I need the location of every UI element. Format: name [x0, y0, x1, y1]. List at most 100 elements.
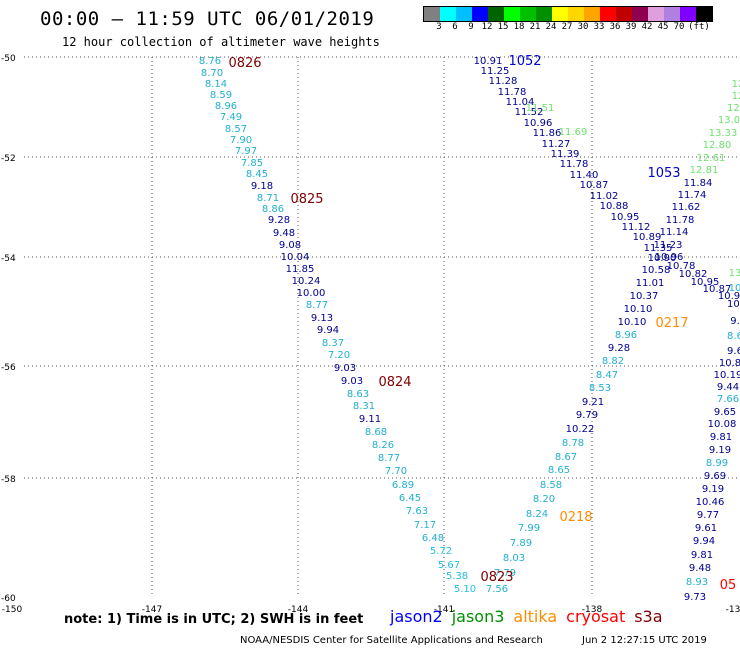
wave-height-label: 13.0 — [718, 115, 740, 126]
color-scale-label: 21 — [529, 22, 541, 32]
wave-height-label: 8.14 — [205, 79, 227, 90]
color-swatch — [472, 7, 488, 21]
wave-height-label: 9.21 — [582, 397, 604, 408]
wave-height-label: 11.78 — [666, 215, 695, 226]
wave-height-label: 10.22 — [566, 424, 595, 435]
wave-height-label: 8.37 — [322, 338, 344, 349]
wave-height-label: 11.62 — [672, 202, 701, 213]
wave-height-label: 8.31 — [353, 401, 375, 412]
pass-time-label: 1052 — [508, 54, 541, 69]
wave-height-label: 8.78 — [562, 438, 584, 449]
wave-height-label: 10.95 — [611, 212, 640, 223]
wave-height-label: 10.10 — [618, 317, 647, 328]
color-scale-label: 70 — [673, 22, 685, 32]
wave-height-label: 9.79 — [576, 410, 598, 421]
wave-height-label: 10.04 — [281, 252, 310, 263]
wave-height-label: 9.19 — [702, 484, 724, 495]
color-swatch — [680, 7, 696, 21]
wave-height-label: 8.86 — [262, 204, 284, 215]
color-scale-label: 3 — [436, 22, 442, 32]
wave-height-label: 8.6 — [727, 331, 740, 342]
wave-height-label: 11.69 — [559, 127, 588, 138]
wave-height-label: 13 — [729, 268, 740, 279]
wave-height-label: 9.28 — [268, 215, 290, 226]
color-scale-label: 42 — [641, 22, 653, 32]
color-swatch — [568, 7, 584, 21]
color-scale-label: 15 — [497, 22, 509, 32]
color-scale-label: 18 — [513, 22, 525, 32]
x-tick-label: -150 — [2, 605, 23, 615]
wave-height-label: 7.79 — [494, 568, 516, 579]
wave-height-label: 11.84 — [684, 178, 713, 189]
wave-height-label: 5.67 — [438, 560, 460, 571]
wave-height-label: 9.6 — [727, 346, 740, 357]
y-tick-label: -52 — [1, 154, 16, 164]
color-swatch — [536, 7, 552, 21]
wave-height-label: 8.67 — [555, 452, 577, 463]
wave-height-label: 8.82 — [602, 356, 624, 367]
wave-height-label: 11.40 — [570, 170, 599, 181]
wave-height-label: 7.89 — [510, 538, 532, 549]
pass-time-label: 0217 — [655, 316, 688, 331]
wave-height-label: 8.70 — [201, 68, 223, 79]
wave-height-label: 7.20 — [328, 350, 350, 361]
satellite-tracks: 8.768.708.148.598.967.498.577.907.977.85… — [199, 56, 740, 603]
pass-time-label: 0825 — [290, 192, 323, 207]
wave-height-label: 8.77 — [306, 300, 328, 311]
wave-height-label: 12. — [727, 103, 740, 114]
wave-height-label: 8.47 — [596, 370, 618, 381]
wave-height-label: 9.81 — [691, 550, 713, 561]
wave-height-label: 7.97 — [235, 146, 257, 157]
wave-height-label: 7.63 — [406, 506, 428, 517]
wave-height-label: 9.19 — [709, 445, 731, 456]
wave-height-label: 8.03 — [503, 553, 525, 564]
wave-height-label: 9.61 — [695, 523, 717, 534]
wave-height-label: 11.35 — [644, 243, 673, 254]
wave-height-label: 10.96 — [655, 252, 684, 263]
wave-height-label: 10.9 — [718, 291, 740, 302]
wave-height-label: 8.26 — [372, 440, 394, 451]
wave-height-label: 7.17 — [414, 520, 436, 531]
y-tick-label: -60 — [1, 594, 16, 604]
wave-height-label: 7.66 — [717, 394, 739, 405]
wave-height-label: 11.14 — [660, 227, 689, 238]
wave-height-label: 11.78 — [498, 87, 527, 98]
wave-height-label: 10.87 — [703, 284, 732, 295]
wave-height-label: 11.86 — [533, 128, 562, 139]
color-scale-label: 6 — [452, 22, 458, 32]
units-note: note: 1) Time is in UTC; 2) SWH is in fe… — [64, 612, 364, 627]
wave-height-label: 8.77 — [378, 453, 400, 464]
wave-height-label: 8.65 — [548, 465, 570, 476]
legend-entry-cryosat: cryosat — [566, 607, 626, 626]
legend-entry-jason2: jason2 — [390, 607, 443, 626]
wave-height-label: 12 — [732, 91, 740, 102]
y-tick-label: -56 — [1, 363, 16, 373]
wave-height-label: 6.45 — [399, 493, 421, 504]
color-scale-bar — [423, 6, 713, 22]
color-swatch — [552, 7, 568, 21]
color-swatch — [504, 7, 520, 21]
color-swatch — [696, 7, 712, 21]
wave-height-label: 12.80 — [703, 140, 732, 151]
x-tick-label: -138 — [582, 605, 603, 615]
wave-height-label: 10.24 — [292, 276, 321, 287]
y-tick-label: -50 — [1, 54, 16, 64]
subtitle: 12 hour collection of altimeter wave hei… — [62, 35, 380, 49]
wave-height-label: 8.63 — [347, 389, 369, 400]
wave-height-label: 10.58 — [642, 265, 671, 276]
wave-height-label: 7.56 — [486, 584, 508, 595]
x-tick-label: -144 — [288, 605, 309, 615]
wave-height-label: 7.90 — [230, 135, 252, 146]
wave-height-label: 10.10 — [624, 304, 653, 315]
wave-height-label: 8.96 — [615, 330, 637, 341]
wave-height-label: 11.04 — [506, 97, 535, 108]
wave-height-label: 9.28 — [608, 343, 630, 354]
wave-height-label: 12.81 — [690, 165, 719, 176]
color-swatch — [600, 7, 616, 21]
wave-height-label: 11.25 — [481, 66, 510, 77]
wave-height-label: 8.53 — [589, 383, 611, 394]
color-swatch — [440, 7, 456, 21]
color-swatch — [648, 7, 664, 21]
wave-height-label: 9.48 — [689, 563, 711, 574]
